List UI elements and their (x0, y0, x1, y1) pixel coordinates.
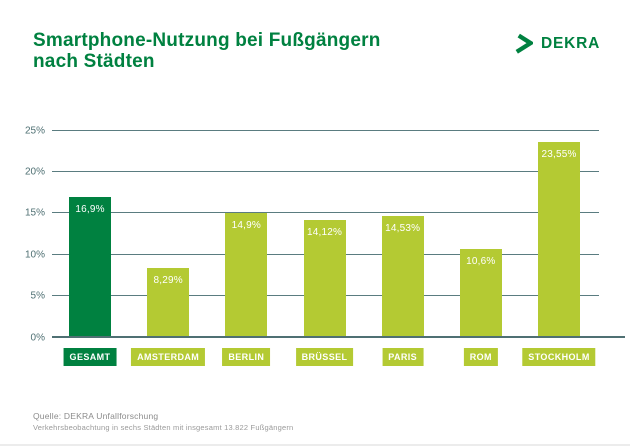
bar-value-label-gesamt: 16,9% (75, 203, 105, 215)
dekra-logo: DEKRA (514, 33, 600, 54)
ytick-label-20: 20% (24, 166, 45, 178)
ytick-label-10: 10% (24, 249, 45, 261)
x-axis-line: 0% (31, 333, 625, 344)
note-text: Verkehrsbeobachtung in sechs Städten mit… (33, 423, 294, 432)
bar-value-label-rom: 10,6% (466, 255, 496, 267)
category-label-amsterdam: AMSTERDAM (131, 348, 206, 366)
page-title-line1: Smartphone-Nutzung bei Fußgängern (33, 30, 381, 51)
source-text: Quelle: DEKRA Unfallforschung (33, 411, 159, 421)
ytick-label-15: 15% (24, 207, 45, 219)
dekra-logo-text: DEKRA (541, 34, 601, 52)
dekra-arrow-icon (515, 33, 533, 54)
category-label-gesamt: GESAMT (63, 348, 117, 366)
category-axis: GESAMT AMSTERDAM BERLIN BRÜSSEL PARIS ROM STOC… (52, 348, 599, 366)
category-label-paris: PARIS (382, 348, 424, 366)
bar-value-label-berlin: 14,9% (231, 220, 261, 232)
bar-value-label-brssel: 14,12% (306, 226, 343, 238)
ytick-label-5: 5% (30, 290, 45, 302)
ytick-label-25: 25% (24, 125, 45, 137)
bar-stockholm: 23,55% (538, 141, 581, 336)
bar-gesamt: 16,9% (69, 196, 111, 336)
category-label-rom: ROM (463, 348, 498, 366)
bar-berlin: 14,9% (225, 213, 268, 336)
gridline-20: 20% (25, 167, 599, 178)
bar-rom: 10,6% (459, 248, 502, 336)
bar-brssel: 14,12% (303, 219, 346, 336)
bar-value-label-stockholm: 23,55% (541, 148, 577, 160)
bar-paris: 14,53% (381, 216, 424, 336)
bar-value-label-amsterdam: 8,29% (153, 274, 183, 286)
page-title-line2: nach Städten (33, 51, 155, 72)
page-title: Smartphone-Nutzung bei Fußgängern nach S… (33, 30, 463, 72)
plot-area: 25% 20% 15% 10% 5% 0% 16,9% 8,29% 14,9% 14,12% 14,… (25, 126, 625, 344)
category-label-stockholm: STOCKHOLM (522, 348, 596, 366)
gridline-25: 25% (25, 126, 599, 137)
bar-value-label-paris: 14,53% (385, 223, 421, 235)
category-label-berlin: BERLIN (222, 348, 271, 366)
ytick-label-0: 0% (30, 332, 45, 344)
gridline-15: 15% (25, 208, 599, 219)
category-label-brssel: BRÜSSEL (295, 348, 354, 366)
bar-amsterdam: 8,29% (147, 267, 190, 336)
